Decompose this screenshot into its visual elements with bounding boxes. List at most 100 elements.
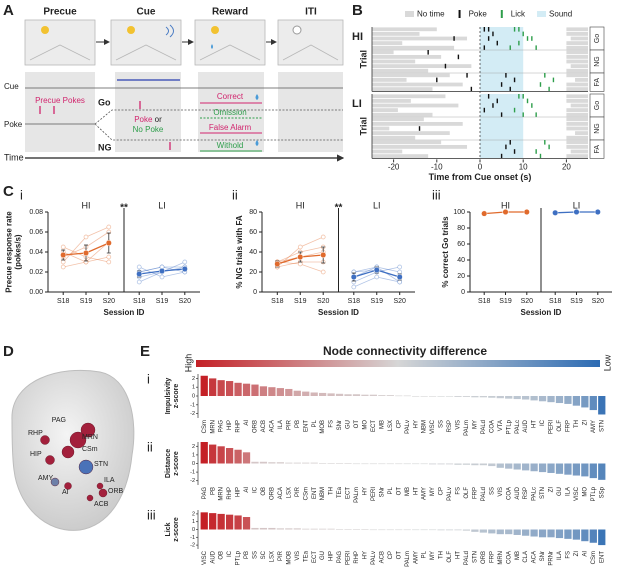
lick [535, 149, 537, 154]
numeral: ii [232, 187, 238, 202]
poke [436, 77, 438, 83]
no-time [372, 108, 398, 112]
bar [555, 396, 564, 404]
x-tick-label: PB [295, 420, 301, 428]
x-tick-label: HIP [329, 551, 335, 561]
bar [378, 529, 386, 531]
poke [483, 27, 486, 32]
bar [513, 529, 521, 535]
x-tick-label: ECT [312, 551, 318, 563]
no-time [575, 131, 588, 135]
bar [538, 396, 547, 402]
x-tick-label: STN [540, 487, 546, 499]
no-time [566, 112, 588, 117]
no-time [372, 82, 463, 87]
lamp [127, 26, 135, 34]
brain-node [69, 431, 87, 449]
x-tick-label: S18 [348, 298, 361, 305]
stage-title: Precue [43, 7, 77, 18]
y-tick-label: 0.02 [29, 269, 43, 276]
lick [544, 73, 546, 78]
no-time [372, 68, 429, 73]
bar [454, 529, 462, 531]
poke [492, 103, 494, 108]
no-time [570, 103, 588, 108]
bar [471, 463, 479, 466]
y-axis-label: % NG trials with FA [235, 215, 244, 289]
x-tick-label: PAG [219, 420, 225, 433]
no-time [372, 87, 433, 91]
bar [327, 528, 335, 530]
bar [547, 529, 555, 538]
no-time [566, 145, 588, 149]
x-tick-label: COA [506, 551, 512, 564]
bar [412, 396, 420, 397]
x-tick-label: AMY [413, 551, 419, 564]
y-tick-label: 40 [457, 257, 465, 264]
poke [505, 144, 507, 150]
bar [344, 394, 352, 396]
individual-point [182, 259, 188, 265]
no-time [372, 99, 411, 103]
lick [518, 27, 520, 32]
y-axis-label: z-score [173, 384, 180, 409]
x-tick-label: PERI [549, 420, 555, 434]
bar [572, 396, 581, 406]
x-tick-label: PIR [286, 419, 292, 430]
bar [200, 512, 208, 530]
poke [427, 50, 429, 55]
bar [598, 529, 606, 546]
brain-node [45, 455, 55, 465]
x-tick-label: MOB [320, 420, 326, 434]
bar [242, 383, 251, 396]
poke-word: Poke [134, 115, 153, 124]
bar [335, 463, 344, 464]
x-tick-label: LSX [388, 420, 394, 431]
x-tick-label: 20 [562, 163, 571, 172]
bar [403, 529, 411, 531]
x-tick-label: PALc [532, 487, 538, 501]
x-tick-label: VIS [456, 420, 462, 430]
no-time [566, 68, 588, 73]
poke [487, 36, 490, 41]
x-tick-label: AUD [210, 550, 216, 563]
x-tick-label: HIP [227, 420, 233, 430]
numeral: iii [147, 507, 156, 522]
x-tick-label: LSX [269, 551, 275, 562]
x-tick-label: COA [489, 420, 495, 433]
x-tick-label: MRN [210, 420, 216, 434]
bar [462, 463, 471, 465]
x-tick-label: 0 [478, 163, 483, 172]
poke [513, 77, 516, 83]
y-axis-label: Precue response rate [5, 211, 14, 293]
x-tick-label: TEa [303, 550, 309, 562]
x-tick-label: PIR [295, 486, 301, 497]
individual-point [297, 261, 303, 267]
brain-node [80, 422, 96, 438]
bar [335, 529, 344, 530]
x-tick-label: ECT [371, 420, 377, 432]
lamp [41, 26, 49, 34]
individual-point [106, 254, 112, 260]
y-tick-label: 0 [192, 527, 195, 533]
x-tick-label: S19 [80, 298, 93, 305]
no-time [566, 108, 588, 112]
x-tick-label: VTA [498, 420, 504, 431]
individual-point [374, 274, 380, 280]
bar [369, 463, 378, 465]
brain-node [98, 488, 108, 498]
x-axis-label: Session ID [104, 308, 145, 317]
no-time [372, 117, 424, 122]
x-tick-label: OLF [447, 551, 453, 563]
bar [234, 382, 242, 396]
mean-point [573, 208, 580, 216]
node-label: MRN [82, 434, 98, 441]
x-tick-label: OT [396, 487, 402, 496]
no-time [372, 59, 416, 64]
individual-point [320, 234, 326, 240]
bar [530, 396, 538, 401]
row-label: Cue [4, 82, 19, 91]
x-tick-label: CP [396, 420, 402, 428]
bar [462, 396, 471, 397]
numeral: ii [147, 439, 153, 454]
